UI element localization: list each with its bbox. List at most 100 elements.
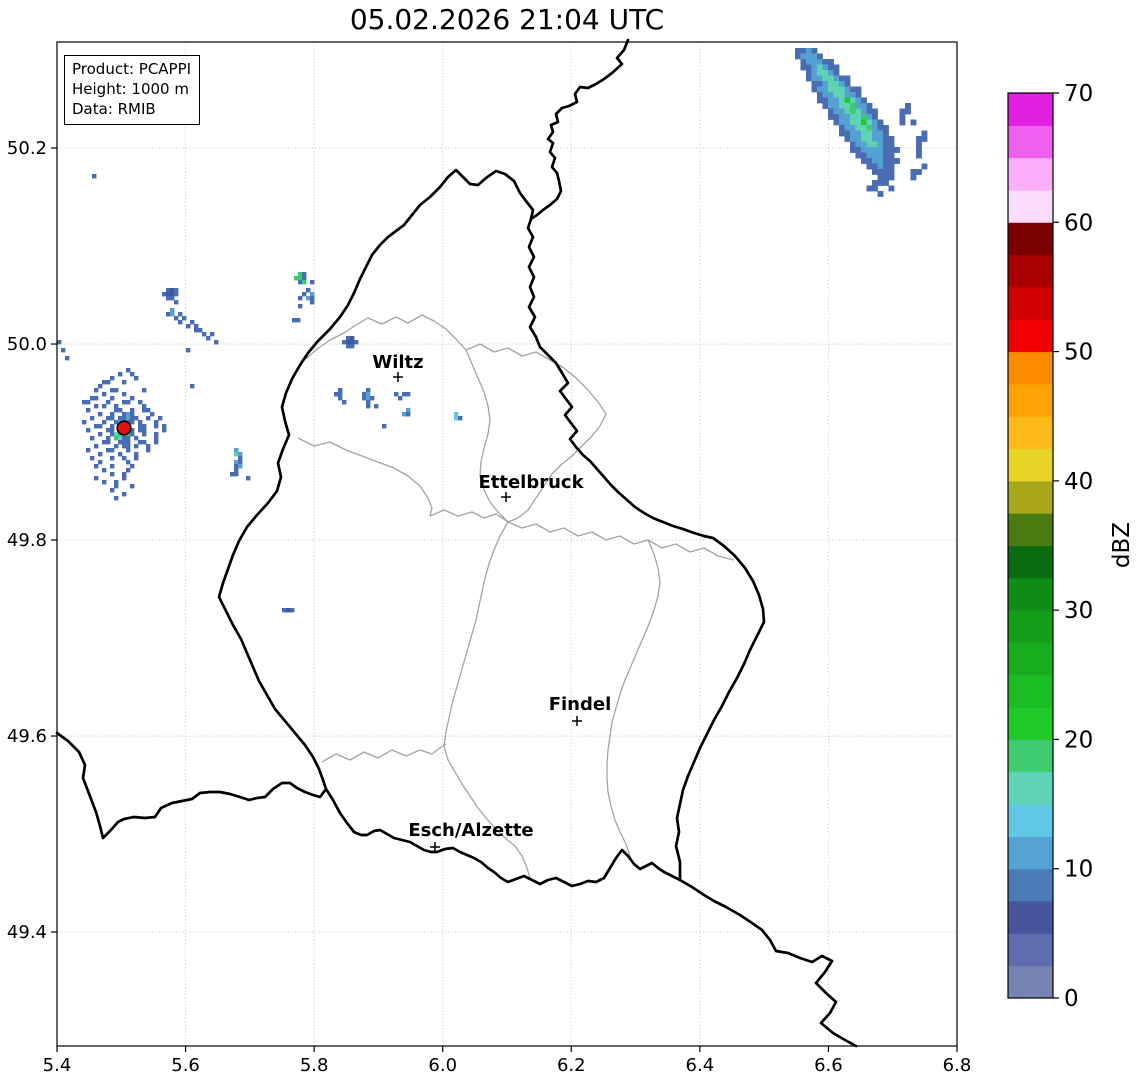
echo-cell — [334, 392, 339, 397]
echo-cell — [114, 404, 119, 409]
echo-cell — [811, 59, 818, 65]
echo-cell — [306, 288, 311, 293]
echo-cell — [86, 400, 91, 405]
x-tick-label: 5.8 — [300, 1055, 329, 1076]
echo-cell — [406, 392, 411, 397]
echo-cell — [338, 396, 343, 401]
echo-cell — [126, 368, 131, 373]
echo-cell — [844, 86, 851, 93]
city-marker — [572, 716, 582, 726]
echo-cell — [861, 103, 867, 109]
echo-cell — [822, 70, 829, 76]
echo-cell — [806, 59, 812, 65]
echo-cell — [921, 136, 928, 142]
echo-cell — [366, 388, 371, 393]
echo-cell — [94, 396, 99, 401]
echo-cell — [872, 180, 878, 186]
echo-cell — [861, 152, 867, 159]
echo-cell — [130, 416, 135, 421]
echo-cell — [877, 130, 884, 137]
echo-cell — [362, 392, 367, 397]
echo-cell — [883, 163, 889, 170]
echo-cell — [822, 75, 829, 82]
echo-cell — [286, 608, 291, 613]
echo-cell — [282, 608, 287, 613]
echo-cell — [800, 48, 807, 54]
echo-cell — [370, 396, 375, 401]
echo-cell — [106, 380, 111, 385]
echo-cell — [366, 400, 371, 405]
echo-cell — [850, 125, 856, 131]
colorbar-tick-label: 10 — [1064, 857, 1093, 883]
echo-cell — [170, 312, 175, 317]
echo-cell — [110, 424, 115, 429]
echo-cell — [298, 272, 303, 277]
echo-cell — [872, 136, 878, 142]
echo-cell — [102, 480, 107, 485]
echo-cell — [142, 432, 147, 437]
echo-cell — [138, 440, 143, 445]
echo-cell — [98, 460, 103, 465]
echo-cell — [102, 404, 107, 409]
echo-cell — [910, 119, 917, 126]
echo-cell — [850, 114, 856, 120]
echo-cell — [844, 136, 851, 142]
echo-cell — [94, 424, 99, 429]
echo-cell — [298, 280, 303, 285]
echo-cell — [811, 81, 818, 87]
echo-cell — [110, 448, 115, 453]
country-border-line — [529, 38, 630, 221]
echo-cell — [118, 436, 123, 441]
colorbar-segment — [1008, 674, 1053, 708]
echo-cell — [811, 53, 818, 60]
product-info-box: Product: PCAPPI Height: 1000 m Data: RMI… — [64, 55, 201, 126]
echo-cell — [110, 472, 115, 477]
echo-cell — [888, 169, 895, 175]
echo-cell — [833, 119, 840, 126]
echo-cell — [86, 408, 91, 413]
echo-cell — [855, 114, 862, 120]
country-border-line — [55, 731, 328, 840]
echo-cell — [888, 174, 895, 181]
echo-cell — [134, 416, 139, 421]
echo-cell — [861, 114, 867, 120]
echo-cell — [130, 484, 135, 489]
echo-cell — [850, 108, 856, 115]
echo-cell — [306, 296, 311, 301]
colorbar-tick-label: 20 — [1064, 727, 1093, 753]
echo-cell — [126, 416, 131, 421]
echo-cell — [122, 416, 127, 421]
echo-cell — [406, 412, 411, 417]
colorbar-segment — [1008, 222, 1053, 256]
echo-cell — [855, 119, 862, 126]
echo-cell — [106, 416, 111, 421]
echo-cell — [828, 103, 834, 109]
echo-cell — [114, 496, 119, 501]
echo-cell — [106, 400, 111, 405]
echo-cell — [298, 304, 303, 309]
echo-cell — [186, 324, 191, 329]
echo-cell — [888, 136, 895, 142]
echo-cell — [850, 119, 856, 126]
echo-cell — [142, 428, 147, 433]
echo-cell — [883, 158, 889, 164]
axis-frame — [56, 41, 958, 1047]
echo-cell — [844, 92, 851, 98]
echo-cell — [888, 147, 895, 153]
colorbar-segment — [1008, 383, 1053, 417]
echo-cell — [855, 103, 862, 109]
echo-cell — [102, 380, 107, 385]
echo-cell — [883, 169, 889, 175]
colorbar: 0 10 20 30 40 50 60 70 — [1007, 81, 1093, 1012]
echo-cell — [800, 53, 807, 60]
echo-cell — [877, 158, 884, 164]
echo-cell — [146, 444, 151, 449]
echo-cell — [138, 424, 143, 429]
echo-cell — [302, 280, 307, 285]
echo-cell — [174, 292, 179, 297]
country-border-line — [678, 878, 858, 1048]
echo-cell — [839, 86, 845, 93]
echo-cell — [126, 400, 131, 405]
echo-cell — [828, 70, 834, 76]
echo-cell — [855, 92, 862, 98]
